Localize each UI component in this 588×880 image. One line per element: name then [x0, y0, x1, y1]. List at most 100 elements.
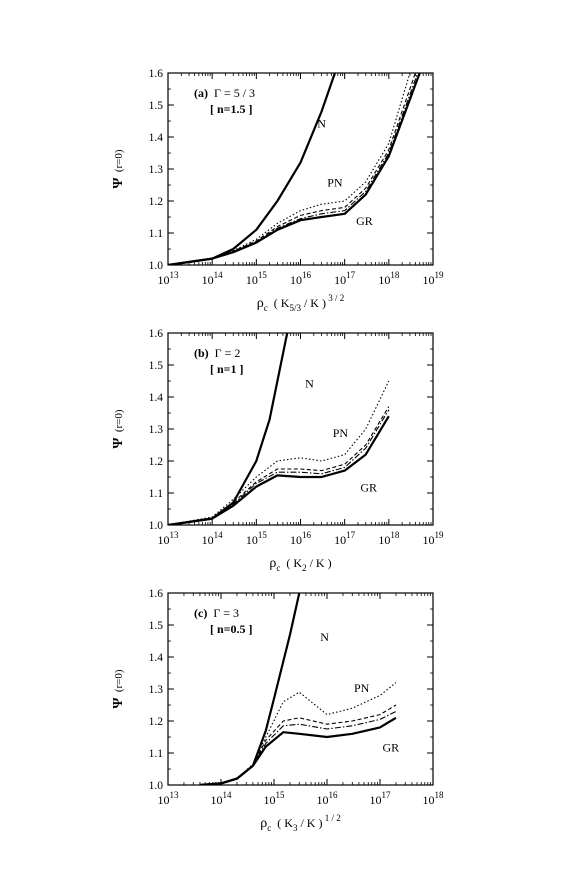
y-tick-label: 1.3 — [149, 684, 164, 696]
curve-label: N — [320, 630, 329, 644]
bracket-open: [ — [210, 362, 217, 376]
x-tick-base: 10 — [423, 273, 435, 287]
x-tick-exponent: 13 — [170, 790, 180, 800]
y-label-psi: Ψ — [111, 438, 126, 449]
y-tick-label: 1.6 — [149, 68, 164, 80]
x-tick-base: 10 — [158, 793, 170, 807]
series-line-gr — [168, 415, 390, 525]
y-tick-label: 1.4 — [149, 392, 164, 404]
x-tick-label: 1018 — [423, 790, 445, 807]
x-tick-label: 1013 — [158, 790, 180, 807]
x-tick-base: 10 — [423, 533, 435, 547]
x-tick-label: 1014 — [202, 270, 224, 287]
polytropic-index: [ n=1 ] — [210, 362, 244, 376]
x-label-k-sub: 2 — [302, 563, 307, 573]
y-axis-label: Ψ (r=0) — [111, 149, 126, 188]
curve-label: N — [317, 116, 326, 130]
y-axis-label: Ψ (r=0) — [111, 669, 126, 708]
x-tick-base: 10 — [202, 273, 214, 287]
x-tick-label: 1013 — [158, 270, 180, 287]
y-tick-label: 1.5 — [149, 360, 164, 372]
panel-a: 1013 1014 1015 1016 1017 1018 10191.01.11.21.3… — [111, 68, 444, 313]
y-tick-label: 1.5 — [149, 620, 164, 632]
x-tick-label: 1014 — [202, 530, 224, 547]
y-label-psi: Ψ — [111, 178, 126, 189]
y-tick-label: 1.1 — [149, 228, 164, 240]
series-line-dashdot — [199, 710, 397, 785]
x-tick-base: 10 — [378, 273, 390, 287]
x-tick-exponent: 13 — [170, 530, 180, 540]
x-tick-label: 1015 — [246, 270, 268, 287]
y-axis-label: Ψ (r=0) — [111, 409, 126, 448]
curve-label: N — [305, 376, 314, 390]
x-tick-exponent: 15 — [258, 270, 268, 280]
x-tick-base: 10 — [334, 533, 346, 547]
x-tick-label: 1014 — [211, 790, 233, 807]
polytropic-index: [ n=1.5 ] — [210, 102, 253, 116]
y-tick-label: 1.2 — [149, 716, 164, 728]
x-tick-label: 1015 — [246, 530, 268, 547]
x-label-exponent: 3 / 2 — [326, 293, 344, 303]
series-line-dashed — [199, 704, 397, 785]
x-tick-base: 10 — [264, 793, 276, 807]
panel-id: (b) — [194, 346, 209, 360]
series-line-dashed — [168, 406, 390, 525]
y-tick-label: 1.2 — [149, 196, 164, 208]
x-tick-exponent: 19 — [435, 270, 445, 280]
gamma-annotation: Γ = 5 / 3 — [208, 86, 255, 100]
x-tick-base: 10 — [246, 273, 258, 287]
y-tick-label: 1.2 — [149, 456, 164, 468]
x-label-ratio: / K ) — [307, 556, 332, 570]
x-label-rho: ρ — [269, 556, 276, 571]
x-label-rho: ρ — [257, 296, 264, 311]
x-tick-base: 10 — [158, 273, 170, 287]
y-tick-label: 1.0 — [149, 780, 164, 792]
x-tick-label: 1013 — [158, 530, 180, 547]
x-tick-base: 10 — [378, 533, 390, 547]
x-tick-base: 10 — [211, 793, 223, 807]
x-label-rho: ρ — [260, 816, 267, 831]
x-tick-label: 1016 — [290, 270, 312, 287]
x-tick-exponent: 15 — [258, 530, 268, 540]
x-tick-label: 1017 — [370, 790, 392, 807]
n-value: n=1.5 — [217, 102, 246, 116]
x-label-exponent: 1 / 2 — [322, 813, 340, 823]
x-label-ratio: / K ) — [301, 296, 326, 310]
polytropic-index: [ n=0.5 ] — [210, 622, 253, 636]
x-tick-label: 1017 — [334, 530, 356, 547]
x-tick-exponent: 17 — [382, 790, 392, 800]
x-label-k-sub: 5/3 — [289, 303, 301, 313]
panel-annotation: (c) Γ = 3 — [194, 606, 239, 620]
x-tick-label: 1015 — [264, 790, 286, 807]
curve-label: PN — [327, 176, 343, 190]
x-tick-label: 1016 — [290, 530, 312, 547]
x-label-k: ( K — [280, 556, 302, 570]
series-line-dashdot — [168, 409, 390, 525]
x-tick-exponent: 16 — [302, 270, 312, 280]
x-label-sub-c: c — [267, 823, 271, 833]
x-tick-label: 1017 — [334, 270, 356, 287]
x-label-ratio: / K ) — [297, 816, 322, 830]
x-tick-exponent: 19 — [435, 530, 445, 540]
x-label-k: ( K — [268, 296, 290, 310]
x-tick-exponent: 15 — [276, 790, 286, 800]
bracket-close: ] — [246, 622, 253, 636]
x-axis-label: ρc ( K5/3 / K ) 3 / 2 — [257, 293, 344, 313]
y-tick-label: 1.6 — [149, 588, 164, 600]
x-tick-exponent: 14 — [214, 530, 224, 540]
x-tick-exponent: 14 — [214, 270, 224, 280]
plot-frame — [167, 332, 434, 526]
y-tick-label: 1.4 — [149, 652, 164, 664]
x-tick-exponent: 14 — [223, 790, 233, 800]
panel-annotation: (a) Γ = 5 / 3 — [194, 86, 255, 100]
n-value: n=1 — [217, 362, 237, 376]
y-tick-label: 1.0 — [149, 260, 164, 272]
x-label-k: ( K — [271, 816, 293, 830]
x-tick-base: 10 — [290, 273, 302, 287]
y-tick-label: 1.0 — [149, 520, 164, 532]
x-tick-exponent: 17 — [346, 270, 356, 280]
series-line-gr — [168, 73, 421, 265]
x-tick-base: 10 — [290, 533, 302, 547]
y-label-psi: Ψ — [111, 698, 126, 709]
series-line-pn — [168, 73, 411, 265]
